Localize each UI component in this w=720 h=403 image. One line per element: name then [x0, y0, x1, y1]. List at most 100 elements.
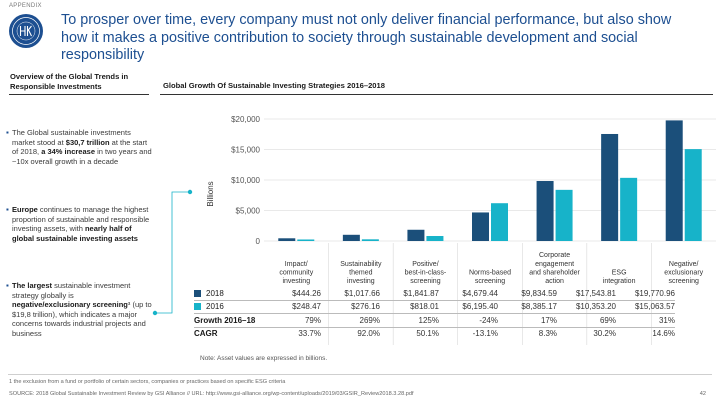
- table-cell: $248.47: [262, 300, 321, 314]
- appendix-label: APPENDIX: [9, 3, 42, 9]
- table-cell: $15,063.57: [616, 300, 675, 314]
- bullet-marker: ▪: [6, 128, 9, 137]
- category-label-line: investing: [282, 278, 310, 285]
- page-number: 42: [699, 391, 706, 397]
- bar-2018: [342, 234, 360, 241]
- footer-divider: [8, 374, 712, 375]
- bullet-marker: ▪: [6, 205, 9, 214]
- bar-2016: [491, 203, 508, 241]
- bullet-text: The Global sustainable investments marke…: [12, 128, 152, 166]
- category-label-line: Corporate: [539, 252, 570, 259]
- y-axis-label: Billions: [206, 181, 215, 206]
- bar-2018: [601, 133, 619, 241]
- table-cell: 269%: [321, 313, 380, 328]
- bullet-emphasis: Europe: [12, 205, 38, 214]
- university-seal-logo: [9, 14, 43, 48]
- bar-2018: [536, 181, 554, 241]
- table-cell: $19,770.96: [616, 287, 675, 301]
- footnote: 1 the exclusion from a fund or portfolio…: [9, 379, 286, 385]
- bullet-largest-strategy: ▪ The largest sustainable investment stra…: [6, 281, 152, 339]
- y-tick-label: $20,000: [231, 115, 260, 124]
- legend-swatch: [194, 289, 201, 297]
- category-label: Impact/community investing: [279, 261, 313, 285]
- left-section-heading: Overview of the Global Trends in Respons…: [10, 72, 129, 91]
- table-cell: $6,195.40: [439, 300, 498, 314]
- table-row-series: 2018 $444.26 $1,017.66 $1,841.87 $4,679.44 $9…: [194, 287, 675, 301]
- bullet-text: Europe continues to manage the highest p…: [12, 205, 149, 243]
- bar-2016: [361, 239, 379, 241]
- y-tick-label: $5,000: [236, 207, 261, 216]
- category-label-line: investing: [347, 278, 375, 285]
- bullet-fragment: at the start of 2018,: [12, 137, 148, 157]
- table-cell: 17%: [498, 313, 557, 328]
- category-label: Norms-based screening: [469, 269, 511, 285]
- table-row-series: 2016 $248.47 $276.16 $818.01 $6,195.40 $8,385…: [194, 300, 675, 314]
- table-cell: 50.1%: [416, 329, 439, 339]
- chart-note: Note: Asset values are expressed in bill…: [200, 355, 328, 362]
- connector-lines: [152, 189, 193, 316]
- table-cell: $17,543.81: [557, 287, 616, 301]
- bullet-emphasis: negative/exclusionary screening¹: [12, 300, 131, 310]
- source-text: SOURCE: 2018 Global Sustainable Investme…: [9, 391, 414, 397]
- bullet-europe: ▪ Europe continues to manage the highest …: [6, 205, 152, 243]
- category-label: ESG integration: [603, 269, 636, 285]
- table-cell: $8,385.17: [498, 300, 557, 314]
- table-cell: 92.0%: [357, 329, 380, 339]
- category-label-line: engagement: [535, 261, 574, 268]
- bullet-fragment: continues to manage the highest proporti…: [12, 205, 150, 234]
- category-label-line: Sustainability: [340, 261, 382, 268]
- y-tick-label: 0: [256, 237, 261, 246]
- category-label: Sustainability themed investing: [340, 261, 382, 285]
- legend-label: 2018: [206, 288, 224, 298]
- category-label-line: Impact/: [285, 261, 308, 268]
- table-cell: -13.1%: [472, 329, 498, 339]
- table-cell: 30.2%: [593, 329, 616, 339]
- bullet-emphasis: $30,7 trillion: [65, 137, 110, 147]
- bar-2018: [278, 238, 296, 241]
- bullet-emphasis: nearly half of global sustainable invest…: [12, 224, 138, 243]
- data-table: 2018 $444.26 $1,017.66 $1,841.87 $4,679.44 $9…: [194, 287, 675, 340]
- bar-2016: [426, 236, 444, 241]
- category-label: Positive/best-in-class-screening: [405, 261, 447, 285]
- row-label: 2016: [194, 300, 262, 314]
- legend-label: 2016: [206, 302, 224, 312]
- row-label-text: Growth 2016–18: [194, 315, 256, 325]
- y-tick-label: $10,000: [231, 176, 260, 185]
- bullet-fragment: sustainable investment strategy globally…: [12, 281, 131, 300]
- table-cell: $444.26: [262, 287, 321, 301]
- category-label-line: and shareholder: [529, 269, 580, 276]
- legend-swatch: [194, 303, 201, 311]
- bar-2018: [472, 212, 489, 241]
- y-tick-label: $15,000: [231, 146, 260, 155]
- category-label-line: screening: [410, 278, 440, 285]
- table-cell: 8.3%: [538, 329, 557, 339]
- table-cell: 69%: [557, 313, 616, 328]
- left-divider: [9, 94, 149, 95]
- table-cell: -24%: [439, 313, 498, 328]
- table-cell: $4,679.44: [439, 287, 498, 301]
- table-cell: $1,841.87: [380, 287, 439, 301]
- table-cell: 14.6%: [652, 329, 675, 339]
- category-label-line: screening: [669, 278, 699, 285]
- bullet-market-size: ▪ The Global sustainable investments mark…: [6, 128, 152, 166]
- bar-2016: [684, 149, 702, 241]
- table-row-metric: CAGR 33.7% 92.0% 50.1% -13.1% 8.3% 30.2% 14.6%: [194, 327, 675, 340]
- row-label: CAGR: [194, 327, 262, 340]
- category-label-line: screening: [475, 278, 505, 285]
- category-label-line: Negative/: [669, 261, 699, 268]
- row-label-text: CAGR: [194, 329, 218, 339]
- bar-2016: [297, 239, 315, 241]
- bar-2018: [665, 120, 683, 241]
- category-label-line: action: [545, 278, 564, 285]
- category-label-line: best-in-class-: [405, 269, 447, 276]
- category-label-line: themed: [349, 269, 372, 276]
- row-label: 2018: [194, 287, 262, 301]
- bullet-fragment: in two years and ~10x overall growth in …: [12, 147, 152, 166]
- bar-2016: [555, 189, 573, 241]
- category-label: Negative/exclusionary screening: [664, 261, 703, 285]
- bullet-fragment: (up to $19,8 trillion), which indicates …: [12, 300, 152, 338]
- table-cell: $1,017.66: [321, 287, 380, 301]
- bullet-emphasis: a 34% increase: [41, 147, 95, 157]
- category-label-line: exclusionary: [664, 269, 703, 276]
